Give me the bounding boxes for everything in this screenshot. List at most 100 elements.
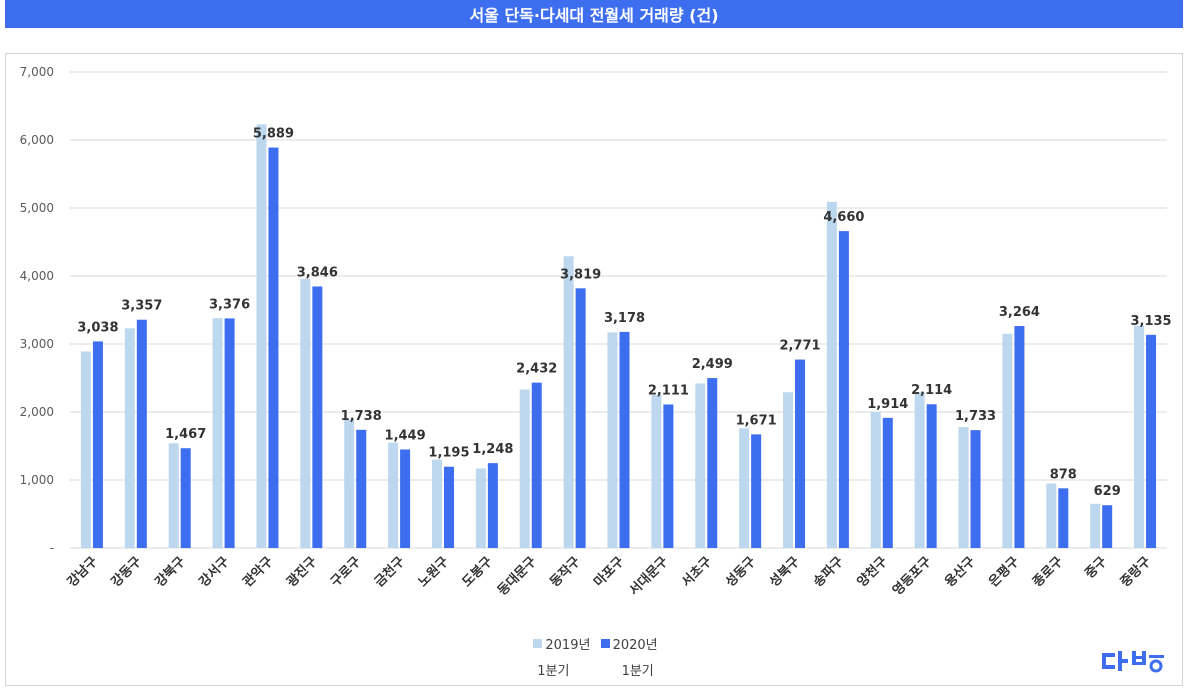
y-tick-label: 1,000 xyxy=(20,473,54,487)
x-tick-label: 송파구 xyxy=(811,554,847,590)
data-label-2020: 1,449 xyxy=(385,428,426,443)
x-tick-label: 양천구 xyxy=(855,554,891,590)
bar-2019 xyxy=(1090,503,1101,548)
legend-label-2019: 2019년 xyxy=(545,638,591,653)
x-axis-ticks: 강남구 강동구 강북구 강서구 관악구 광진구 구로구 금천구 노원구 도봉구 동대문구 동작구 마포구… xyxy=(64,553,1154,598)
y-tick-label: 7,000 xyxy=(20,65,54,79)
data-label-2020: 1,467 xyxy=(165,427,206,442)
bar-2020 xyxy=(795,359,806,548)
bar-2019 xyxy=(168,443,179,548)
bar-2020 xyxy=(180,448,191,548)
bar-2019 xyxy=(783,392,794,548)
data-label-2020: 878 xyxy=(1050,467,1077,482)
x-tick-label: 서초구 xyxy=(679,554,715,590)
x-tick-label: 광진구 xyxy=(283,553,320,590)
x-tick-label: 중랑구 xyxy=(1118,554,1154,590)
chart-frame xyxy=(5,53,1183,686)
x-tick-label: 종로구 xyxy=(1030,554,1066,590)
x-tick-label: 성북구 xyxy=(767,554,803,590)
bar-2020 xyxy=(92,341,103,548)
x-tick-label: 성동구 xyxy=(723,554,759,590)
bar-2020 xyxy=(751,434,762,548)
y-tick-label: 3,000 xyxy=(20,337,54,351)
bar-2019 xyxy=(80,351,91,548)
y-tick-label: 6,000 xyxy=(20,133,54,147)
bar-2019 xyxy=(300,278,311,548)
bar-2020 xyxy=(443,466,454,548)
dabang-logo-icon xyxy=(1102,651,1164,673)
bar-2019 xyxy=(563,256,574,548)
bar-2020 xyxy=(926,404,937,548)
bar-2020 xyxy=(268,147,279,548)
data-label-2020: 2,499 xyxy=(692,357,733,372)
bar-2020 xyxy=(136,319,147,548)
legend-swatch-2020 xyxy=(600,639,610,648)
bar-2019 xyxy=(870,412,881,548)
x-tick-label: 구로구 xyxy=(328,554,364,590)
data-label-2020: 5,889 xyxy=(253,127,294,142)
data-label-2020: 1,248 xyxy=(472,442,513,457)
bar-2019 xyxy=(914,392,925,548)
x-tick-label: 동작구 xyxy=(547,553,584,590)
bar-2020 xyxy=(1014,326,1025,548)
x-tick-label: 관악구 xyxy=(240,553,277,590)
bar-2019 xyxy=(1002,333,1013,548)
data-label-2020: 1,671 xyxy=(736,413,777,428)
legend-item-2019: 2019년 xyxy=(533,634,590,653)
data-label-2020: 3,038 xyxy=(77,320,118,335)
data-label-2020: 2,771 xyxy=(779,339,820,354)
x-tick-label: 금천구 xyxy=(372,554,408,590)
data-label-2020: 3,135 xyxy=(1130,314,1171,329)
data-label-2020: 3,357 xyxy=(121,299,162,314)
bar-2020 xyxy=(1058,488,1069,548)
data-label-2020: 3,819 xyxy=(560,267,601,282)
legend-sublabels: 1분기 1분기 xyxy=(0,660,1191,679)
bar-2019 xyxy=(1134,325,1145,548)
x-tick-label: 서대문구 xyxy=(627,554,671,598)
legend-sublabel-2019: 1분기 xyxy=(537,664,570,679)
gridlines xyxy=(70,71,1167,549)
bar-2019 xyxy=(431,459,442,548)
x-tick-label: 강북구 xyxy=(152,553,189,590)
data-label-2020: 2,432 xyxy=(516,362,557,377)
legend: 2019년 2020년 xyxy=(0,634,1191,653)
bar-2020 xyxy=(663,404,674,548)
x-tick-label: 강동구 xyxy=(108,553,145,590)
bar-2020 xyxy=(312,286,323,548)
bar-2019 xyxy=(739,428,750,548)
bar-2020 xyxy=(707,378,718,548)
bar-2020 xyxy=(838,231,849,548)
y-tick-label: 4,000 xyxy=(20,269,54,283)
data-label-2020: 1,914 xyxy=(867,397,908,412)
chart-title-bar: 서울 단독·다세대 전월세 거래량 (건) xyxy=(5,0,1183,28)
x-tick-label: 영등포구 xyxy=(890,554,934,598)
bar-2019 xyxy=(826,201,837,548)
legend-swatch-2019 xyxy=(533,639,543,648)
x-tick-label: 도봉구 xyxy=(460,554,496,590)
bar-2020 xyxy=(224,318,235,548)
bar-2020 xyxy=(1102,505,1113,548)
x-tick-label: 중구 xyxy=(1082,554,1110,582)
bar-2020 xyxy=(531,382,542,548)
bar-2020 xyxy=(619,331,630,548)
x-tick-label: 강서구 xyxy=(196,553,233,590)
bar-2020 xyxy=(882,417,893,548)
bar-2019 xyxy=(256,124,267,549)
y-tick-label: - xyxy=(50,541,54,555)
data-label-2020: 2,111 xyxy=(648,383,689,398)
x-tick-label: 마포구 xyxy=(591,553,628,590)
bar-2020 xyxy=(356,429,367,548)
x-tick-label: 강남구 xyxy=(64,553,101,590)
bar-2019 xyxy=(388,442,399,548)
data-label-2020: 4,660 xyxy=(823,210,864,225)
bar-2019 xyxy=(344,419,355,548)
legend-label-2020: 2020년 xyxy=(612,638,658,653)
bar-2019 xyxy=(475,468,486,548)
data-label-2020: 3,264 xyxy=(999,305,1040,320)
chart-title: 서울 단독·다세대 전월세 거래량 (건) xyxy=(469,6,719,25)
legend-sublabel-2020: 1분기 xyxy=(621,664,654,679)
data-label-2020: 3,846 xyxy=(297,265,338,280)
data-label-2020: 3,376 xyxy=(209,297,250,312)
bar-2020 xyxy=(575,288,586,548)
